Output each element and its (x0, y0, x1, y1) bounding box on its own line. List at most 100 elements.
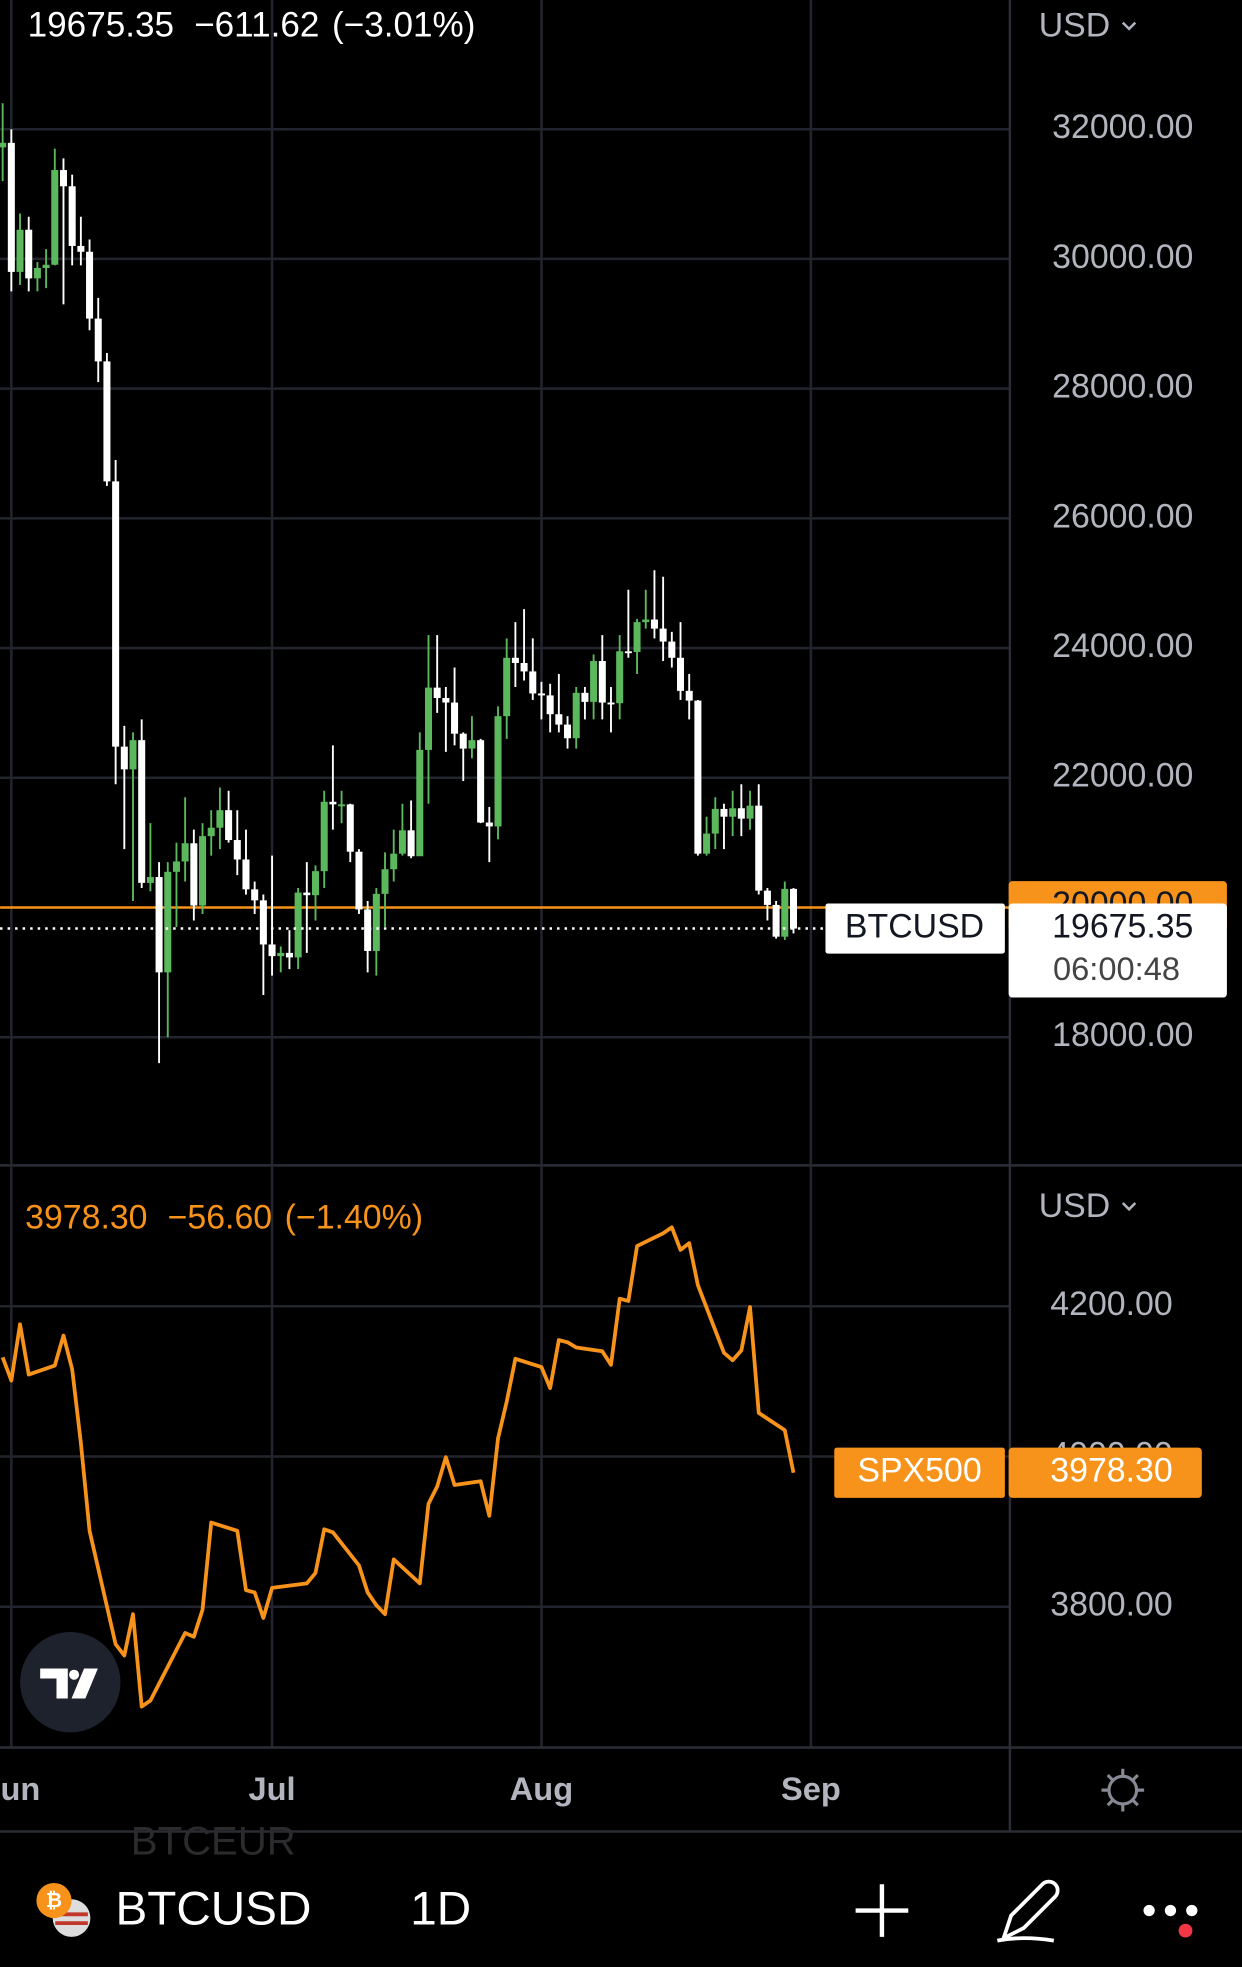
candle-body (616, 651, 624, 704)
candle-body (25, 229, 33, 279)
candle-body (164, 871, 172, 973)
candle-body (172, 861, 180, 872)
logo-bg (20, 1632, 121, 1733)
gear-teeth (1101, 1768, 1145, 1812)
candle-body (225, 810, 233, 841)
candle-body (763, 890, 771, 905)
symbol-tag: SPX500 (857, 1452, 981, 1490)
price-tag-bg (1008, 903, 1227, 998)
y-tick-label: 22000.00 (1052, 757, 1193, 795)
candle-body (16, 229, 24, 272)
candle-body (468, 740, 476, 749)
candle-body (42, 264, 50, 268)
pencil-icon (1000, 1879, 1060, 1942)
candle-body (546, 695, 554, 715)
candle-body (451, 702, 459, 734)
logo-mark (40, 1668, 98, 1699)
candle-body (199, 836, 207, 906)
tradingview-logo[interactable] (20, 1632, 121, 1733)
candle-body (303, 892, 311, 896)
settings-icon[interactable] (1101, 1768, 1145, 1812)
change-percent: (−1.40%) (285, 1198, 423, 1236)
candle-body (659, 628, 667, 642)
candle-body (190, 843, 198, 906)
candle-body (181, 843, 189, 862)
dot (1143, 1904, 1155, 1917)
draw-button[interactable] (996, 1879, 1060, 1943)
currency-caret (1121, 1202, 1137, 1212)
candle-body (68, 186, 76, 246)
countdown: 06:00:48 (1053, 950, 1180, 987)
candle-body (494, 716, 502, 827)
line-series (0, 1225, 796, 1709)
spx-legend: 3978.30 −56.60 (−1.40%) (25, 1198, 423, 1236)
candle-body (624, 651, 632, 654)
gear-ring (1107, 1774, 1139, 1806)
candle-body (755, 805, 763, 891)
candle-body (555, 714, 563, 725)
candle-body (424, 687, 432, 750)
toolbar-symbol[interactable]: BTCUSD (115, 1882, 311, 1935)
candle-body (537, 693, 545, 696)
candle-body (112, 481, 120, 747)
candle-body (650, 619, 658, 629)
currency[interactable]: USD (1039, 7, 1111, 45)
y-tick-label: 4200.00 (1050, 1285, 1172, 1323)
toolbar (0, 1859, 1242, 1967)
change-percent: (−3.01%) (332, 6, 475, 45)
dot (1186, 1904, 1198, 1917)
candle-body (720, 808, 728, 817)
toolbar-interval[interactable]: 1D (410, 1882, 471, 1935)
candle-body (372, 893, 380, 951)
bitcoin-glyph: ₿ (46, 1890, 62, 1912)
axes: Jun Jul Aug Sep 18000.00 22000.00 24000.00 2600… (0, 108, 1227, 1807)
candle-body (572, 692, 580, 739)
price-tag: 19675.35 (1052, 908, 1193, 946)
x-tick-label: Jun (0, 1770, 40, 1807)
candle-body (485, 822, 493, 827)
candle-body (155, 877, 163, 973)
candle-body (676, 657, 685, 691)
notification-dot (1178, 1923, 1193, 1938)
currency[interactable]: USD (1039, 1187, 1111, 1225)
candle-body (320, 801, 328, 872)
symbol-tag-bg (834, 1447, 1005, 1498)
candle-body (346, 804, 354, 852)
add-button[interactable] (855, 1884, 909, 1937)
y-tick-label: 26000.00 (1052, 497, 1193, 535)
candle-body (729, 808, 737, 817)
candle-body (520, 662, 528, 672)
candle-body (294, 892, 302, 958)
candle-body (86, 251, 94, 319)
faded-symbol: BTCEUR (131, 1819, 296, 1864)
x-tick-label: Jul (248, 1770, 295, 1807)
candle-body (711, 808, 719, 834)
candle-body (433, 687, 441, 699)
candle-body (416, 749, 424, 857)
candle-body (146, 877, 154, 883)
y-tick-label: 32000.00 (1052, 108, 1193, 146)
candle-body (703, 833, 711, 854)
symbol-tag: BTCUSD (845, 908, 984, 946)
top-grid (0, 0, 1010, 1165)
candle-body (590, 661, 598, 702)
candle-body (442, 698, 450, 703)
candle-body (633, 622, 641, 652)
candle-body (77, 245, 85, 252)
candle-body (129, 740, 137, 770)
more-button[interactable] (1143, 1904, 1198, 1938)
candle-body (668, 641, 676, 658)
bottom-grid (0, 1166, 1010, 1748)
candle-body (242, 859, 250, 890)
candle-body (598, 661, 606, 703)
x-tick-label: Aug (510, 1770, 573, 1807)
y-tick-label: 28000.00 (1052, 368, 1193, 406)
candle-body (789, 888, 798, 929)
y-tick-label: 30000.00 (1052, 238, 1193, 276)
candle-body (503, 657, 511, 717)
candle-body (216, 810, 224, 828)
y-tick-label: 18000.00 (1052, 1016, 1193, 1054)
symbol-icon: ₿ (36, 1882, 91, 1937)
candle-body (94, 318, 102, 362)
pencil-line (996, 1936, 1055, 1943)
